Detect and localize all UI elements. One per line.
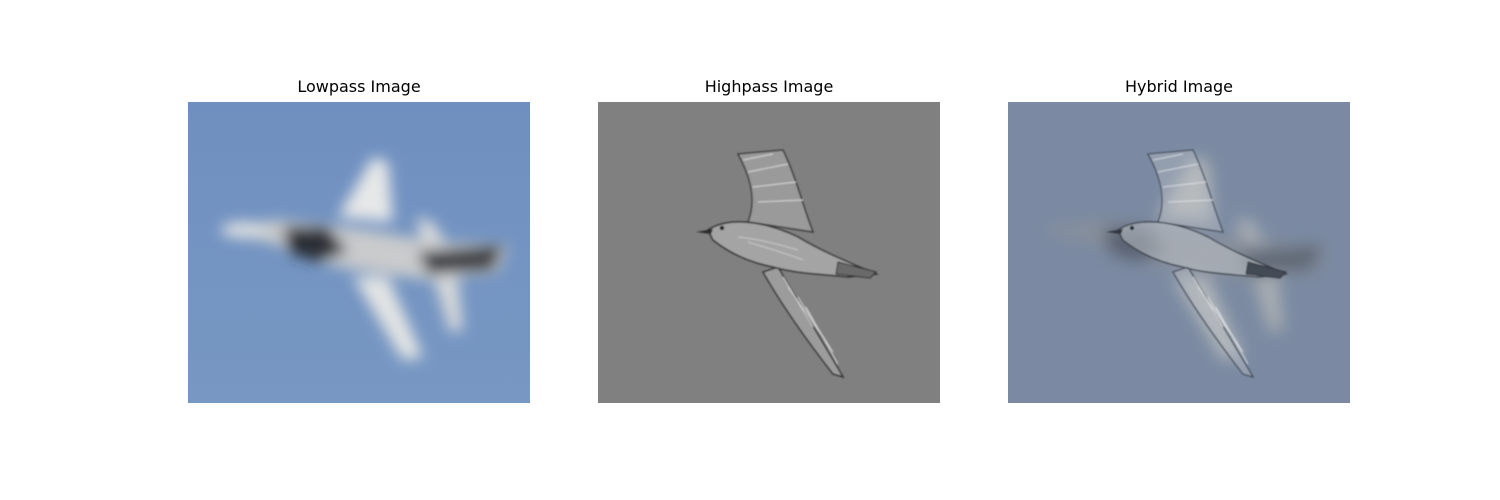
highpass-image — [598, 102, 940, 403]
hybrid-title: Hybrid Image — [1124, 77, 1234, 96]
highpass-title: Highpass Image — [704, 77, 834, 96]
seagull-shape — [696, 149, 879, 379]
hybrid-jet-seagull-image — [1008, 102, 1350, 403]
hybrid-seagull-shape — [1106, 149, 1289, 379]
jet-shape — [221, 157, 508, 360]
hybrid-panel: Hybrid Image — [1008, 75, 1350, 403]
seagull-edge-image — [598, 102, 940, 403]
hybrid-image — [1008, 102, 1350, 403]
lowpass-title: Lowpass Image — [297, 77, 421, 96]
lowpass-panel: Lowpass Image — [188, 75, 530, 403]
lowpass-image — [188, 102, 530, 403]
blurred-jet-image — [188, 102, 530, 403]
highpass-panel: Highpass Image — [598, 75, 940, 403]
